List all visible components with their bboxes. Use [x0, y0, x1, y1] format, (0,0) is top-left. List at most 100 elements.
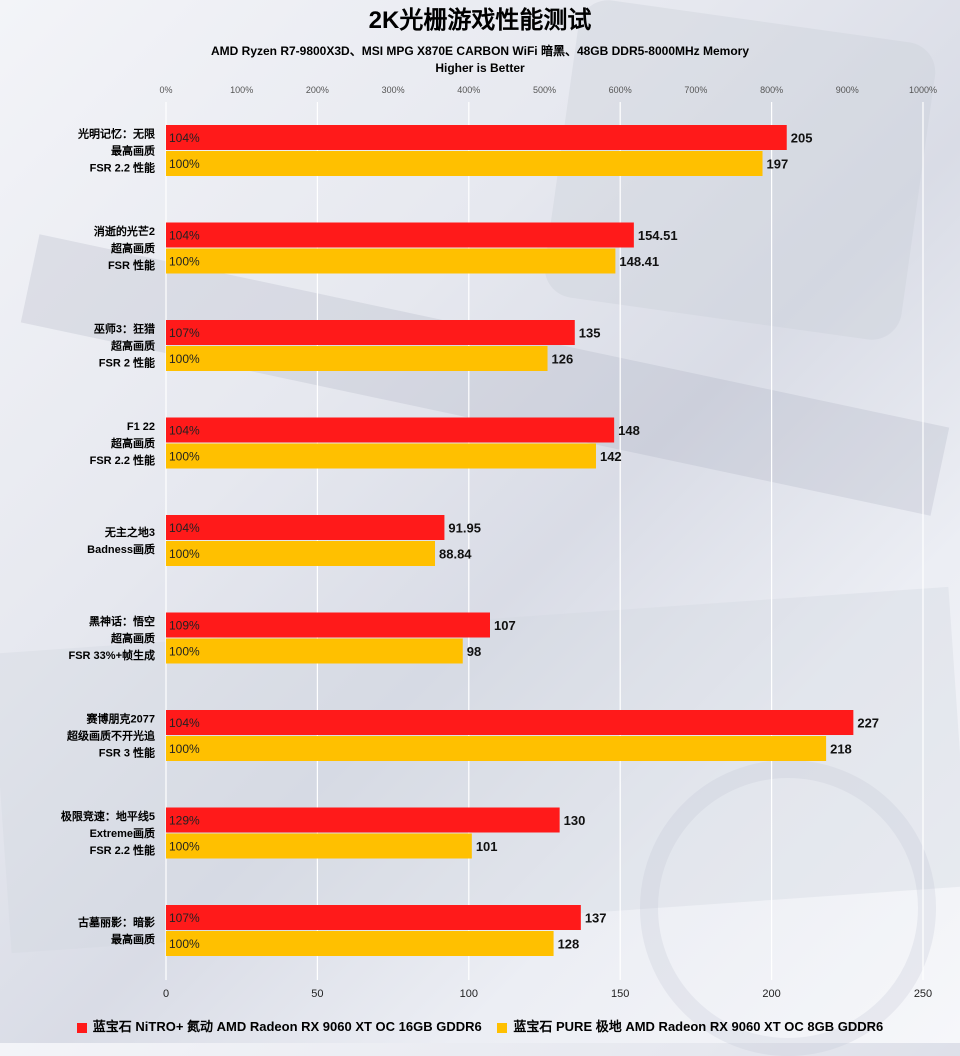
legend-swatch-series-2	[497, 1022, 508, 1033]
category-label: 超高画质	[110, 631, 155, 645]
bar-value-label: 205	[791, 131, 813, 146]
bar-percent-label: 107%	[169, 911, 200, 925]
bar-percent-label: 100%	[169, 840, 200, 854]
category-label: 极限竞速：地平线5	[61, 809, 155, 823]
bar	[166, 515, 445, 540]
bar-value-label: 227	[857, 716, 879, 731]
category-label: 最高画质	[111, 932, 155, 946]
chart-header: 2K光栅游戏性能测试 AMD Ryzen R7-9800X3D、MSI MPG …	[0, 4, 960, 77]
bar-percent-label: 100%	[169, 547, 200, 561]
top-axis-tick-label: 300%	[382, 85, 405, 95]
category-label: 古墓丽影：暗影	[78, 915, 155, 929]
bar	[166, 710, 854, 735]
bar-value-label: 148	[618, 423, 640, 438]
bar-value-label: 101	[476, 839, 498, 854]
category-label: 无主之地3	[104, 525, 155, 539]
bar	[166, 417, 615, 443]
category-label: 超级画质不开光追	[66, 729, 156, 743]
bar	[166, 833, 472, 859]
chart-note: Higher is Better	[435, 61, 525, 75]
bar	[166, 222, 634, 248]
bar-percent-label: 100%	[169, 157, 200, 171]
category-label: FSR 2.2 性能	[90, 453, 155, 467]
bar	[166, 905, 581, 930]
x-axis-tick-label: 150	[611, 988, 629, 1000]
bar-percent-label: 100%	[169, 352, 200, 366]
legend-label-series-1: 蓝宝石 NiTRO+ 氮动 AMD Radeon RX 9060 XT OC 1…	[92, 1019, 482, 1034]
category-label: FSR 2 性能	[99, 356, 155, 370]
bar-percent-label: 104%	[169, 131, 200, 145]
legend: 蓝宝石 NiTRO+ 氮动 AMD Radeon RX 9060 XT OC 1…	[0, 1016, 960, 1035]
bar-value-label: 128	[558, 937, 580, 952]
bar-percent-label: 100%	[169, 742, 200, 756]
bar	[166, 612, 490, 638]
top-axis-tick-label: 800%	[760, 85, 783, 95]
bar	[166, 443, 596, 469]
legend-item-series-2: 蓝宝石 PURE 极地 AMD Radeon RX 9060 XT OC 8GB…	[497, 1016, 883, 1035]
bar-percent-label: 100%	[169, 937, 200, 951]
category-label: 巫师3：狂猎	[94, 322, 155, 336]
bar	[166, 125, 787, 150]
bar	[166, 541, 436, 566]
bar-value-label: 148.41	[619, 254, 659, 269]
top-axis-tick-label: 0%	[159, 85, 172, 95]
bar	[166, 736, 827, 761]
category-label: 光明记忆：无限	[77, 127, 155, 141]
bar	[166, 807, 560, 833]
top-axis-tick-label: 400%	[457, 85, 480, 95]
legend-item-series-1: 蓝宝石 NiTRO+ 氮动 AMD Radeon RX 9060 XT OC 1…	[76, 1016, 482, 1035]
bar-value-label: 154.51	[638, 228, 678, 243]
bar-percent-label: 104%	[169, 229, 200, 243]
bar-percent-label: 100%	[169, 645, 200, 659]
category-label: FSR 3 性能	[99, 746, 155, 760]
x-axis-tick-label: 50	[311, 988, 323, 1000]
bar-percent-label: 107%	[169, 326, 200, 340]
top-axis-tick-label: 1000%	[909, 85, 937, 95]
bar-value-label: 130	[564, 813, 586, 828]
bar-value-label: 126	[552, 352, 574, 367]
bar-value-label: 197	[767, 157, 789, 172]
bar-percent-label: 100%	[169, 255, 200, 269]
category-label: F1 22	[127, 421, 155, 433]
category-label: FSR 33%+帧生成	[69, 648, 156, 662]
category-label: 赛博朋克2077	[86, 712, 155, 726]
legend-label-series-2: 蓝宝石 PURE 极地 AMD Radeon RX 9060 XT OC 8GB…	[513, 1019, 884, 1034]
x-axis-tick-label: 250	[914, 988, 932, 1000]
x-axis-tick-label: 100	[460, 988, 478, 1000]
bar-value-label: 91.95	[448, 521, 481, 536]
bar	[166, 248, 616, 274]
chart-subtitle: AMD Ryzen R7-9800X3D、MSI MPG X870E CARBO…	[210, 44, 750, 58]
chart-title: 2K光栅游戏性能测试	[368, 7, 592, 34]
top-axis-tick-label: 100%	[230, 85, 253, 95]
top-axis-tick-label: 200%	[306, 85, 329, 95]
bar-value-label: 137	[585, 911, 607, 926]
category-label: 超高画质	[110, 339, 155, 353]
bar	[166, 931, 554, 956]
bar-chart: 0% 100% 200% 300% 400% 500% 600% 700% 800% 900% 10…	[61, 85, 937, 1000]
top-axis-tick-label: 700%	[684, 85, 707, 95]
category-label: Badness画质	[87, 542, 155, 556]
bar-value-label: 135	[579, 326, 601, 341]
bar-value-label: 98	[467, 644, 481, 659]
bar	[166, 638, 463, 664]
category-label: 超高画质	[110, 241, 155, 255]
x-axis-tick-label: 0	[163, 988, 169, 1000]
bar-percent-label: 104%	[169, 424, 200, 438]
legend-swatch-series-1	[76, 1022, 87, 1033]
bar-percent-label: 104%	[169, 716, 200, 730]
top-axis-tick-label: 600%	[609, 85, 632, 95]
bar	[166, 320, 575, 345]
bar-value-label: 218	[830, 742, 852, 757]
x-axis-tick-label: 200	[762, 988, 780, 1000]
bar-value-label: 142	[600, 449, 622, 464]
category-label: 最高画质	[111, 144, 155, 158]
bar-percent-label: 104%	[169, 521, 200, 535]
bar-value-label: 88.84	[439, 547, 472, 562]
bar	[166, 346, 548, 371]
category-label: 超高画质	[110, 436, 155, 450]
bar-percent-label: 129%	[169, 814, 200, 828]
category-label: FSR 2.2 性能	[90, 843, 155, 857]
category-label: FSR 2.2 性能	[90, 161, 155, 175]
top-axis-tick-label: 500%	[533, 85, 556, 95]
category-label: 黑神话：悟空	[89, 614, 155, 628]
